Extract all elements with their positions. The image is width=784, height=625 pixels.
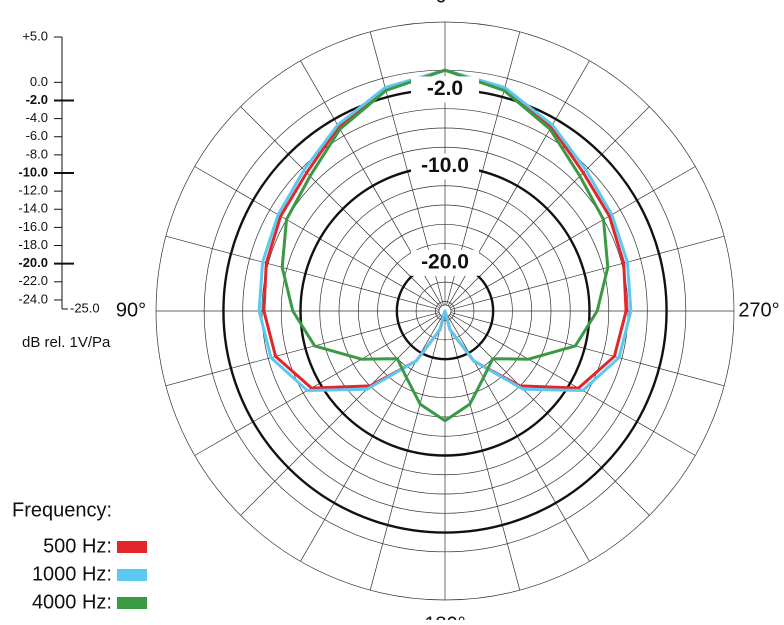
axis-label: dB rel. 1V/Pa	[22, 334, 111, 351]
ring-label: -20.0	[421, 250, 469, 273]
legend-swatch	[117, 597, 147, 609]
spoke	[450, 312, 725, 387]
y-tick-label: -8.0	[26, 146, 48, 161]
legend-label: 4000 Hz:	[32, 591, 112, 613]
spoke	[240, 106, 442, 308]
y-tick-label: -22.0	[18, 273, 48, 288]
spoke	[194, 313, 440, 456]
legend-swatch	[117, 541, 147, 553]
y-tick-label: -24.0	[18, 291, 48, 306]
y-tick-label: -25.0	[70, 300, 100, 315]
legend-label: 1000 Hz:	[32, 563, 112, 585]
angle-label: 270°	[738, 299, 779, 321]
spoke	[450, 166, 696, 309]
ring-label: -2.0	[427, 77, 463, 100]
y-tick-label: -6.0	[26, 128, 48, 143]
angle-label: 90°	[116, 299, 146, 321]
y-tick-label: 0.0	[30, 74, 48, 89]
spoke	[194, 166, 440, 309]
ring-label-bg	[411, 249, 479, 276]
y-tick-label: -16.0	[18, 219, 48, 234]
spoke	[165, 235, 440, 310]
y-tick-label: -2.0	[26, 92, 48, 107]
legend-title: Frequency:	[12, 499, 112, 521]
y-tick-label: -20.0	[18, 255, 48, 270]
spoke	[448, 106, 650, 308]
spoke	[369, 316, 444, 591]
polar-line	[280, 68, 610, 423]
y-tick-label: -12.0	[18, 183, 48, 198]
ring-label: -10.0	[421, 154, 469, 177]
y-tick-label: +5.0	[22, 28, 48, 43]
spoke	[450, 235, 725, 310]
legend-swatch	[117, 569, 147, 581]
center-dot	[438, 304, 452, 318]
y-tick-label: -14.0	[18, 201, 48, 216]
polar-line	[257, 68, 633, 392]
spoke	[446, 316, 521, 591]
y-tick-label: -18.0	[18, 237, 48, 252]
spoke	[165, 312, 440, 387]
y-tick-label: -4.0	[26, 110, 48, 125]
angle-label: 180°	[424, 613, 465, 620]
y-tick-label: -10.0	[18, 164, 48, 179]
legend-label: 500 Hz:	[43, 535, 112, 557]
angle-label: 0°	[435, 0, 454, 7]
ring-label-bg	[411, 153, 479, 180]
spoke	[450, 313, 696, 456]
spoke	[240, 314, 442, 516]
ring-label-bg	[411, 76, 479, 103]
spoke	[448, 314, 650, 516]
